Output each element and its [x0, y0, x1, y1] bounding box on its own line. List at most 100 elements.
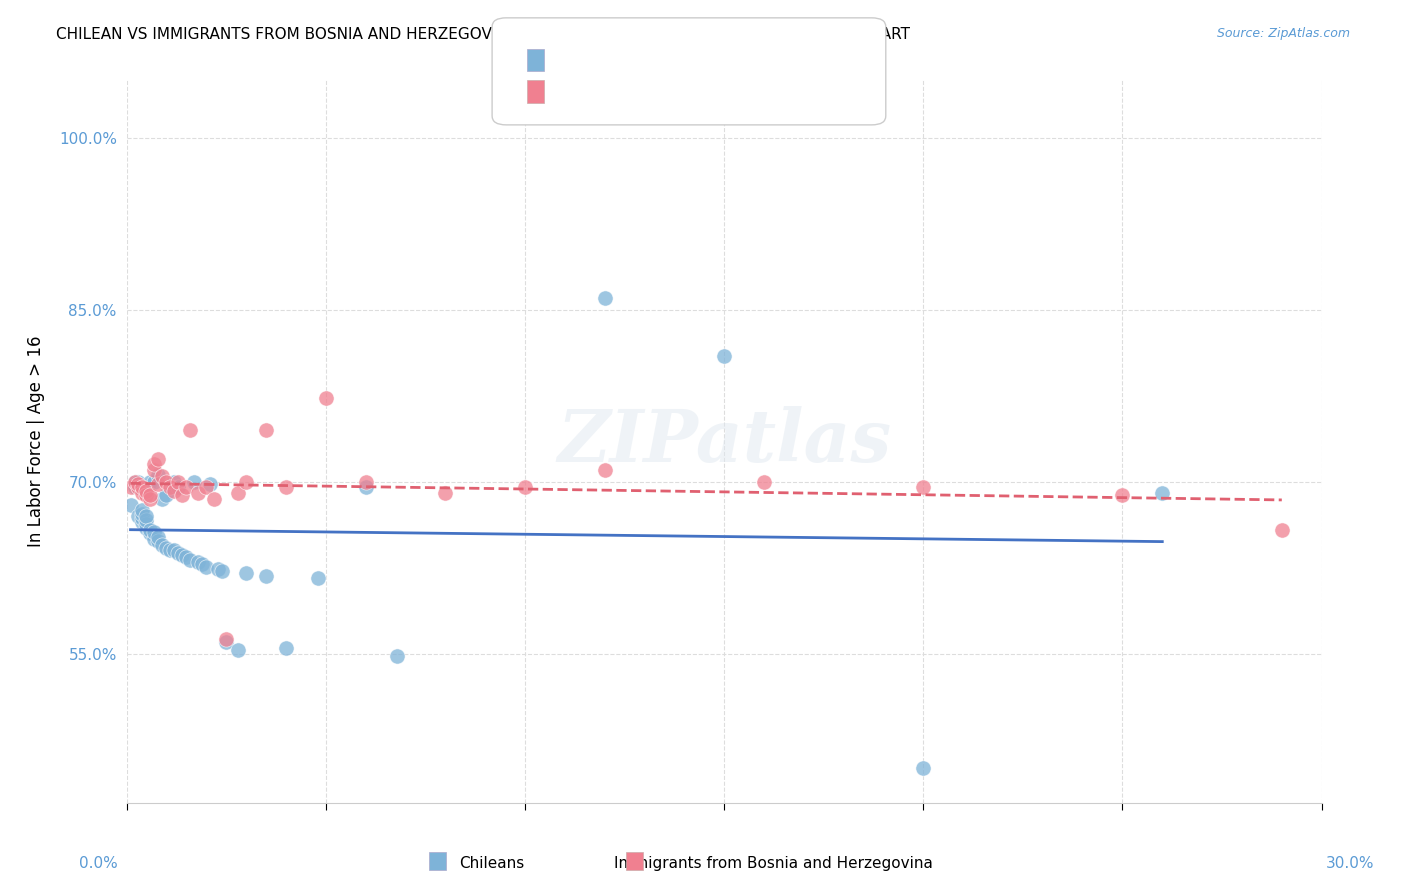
Point: [593, 291, 616, 305]
Point: [148, 530, 170, 544]
Text: ZIPatlas: ZIPatlas: [557, 406, 891, 477]
Point: [195, 480, 218, 494]
Point: [143, 463, 166, 477]
Point: [139, 526, 162, 541]
Point: [124, 475, 146, 489]
Point: [139, 475, 162, 489]
Point: [150, 538, 174, 552]
Point: [235, 475, 257, 489]
Point: [131, 486, 153, 500]
Point: [124, 480, 146, 494]
Point: [434, 486, 457, 500]
Point: [191, 558, 214, 572]
Text: R =  0.111   N =: R = 0.111 N =: [541, 49, 695, 67]
Point: [135, 488, 157, 502]
Point: [163, 543, 186, 558]
Point: [215, 632, 238, 646]
Point: [159, 543, 181, 558]
Point: [131, 511, 153, 525]
Point: [167, 546, 190, 560]
Point: [143, 458, 166, 472]
Point: [131, 480, 153, 494]
Point: [307, 571, 329, 585]
Y-axis label: In Labor Force | Age > 16: In Labor Force | Age > 16: [27, 335, 45, 548]
Point: [354, 480, 377, 494]
Point: [174, 550, 197, 565]
Point: [254, 423, 277, 437]
Point: [155, 475, 177, 489]
Point: [211, 564, 233, 578]
Point: [200, 477, 222, 491]
Point: [912, 761, 935, 775]
Point: [148, 477, 170, 491]
Point: [150, 491, 174, 506]
Point: [150, 469, 174, 483]
Point: [135, 517, 157, 532]
Point: [187, 486, 209, 500]
Point: [127, 475, 149, 489]
Point: [124, 475, 146, 489]
Point: [1271, 523, 1294, 537]
Point: [135, 512, 157, 526]
Point: [207, 562, 229, 576]
Point: [131, 515, 153, 529]
Point: [195, 559, 218, 574]
Point: [139, 488, 162, 502]
Text: 0.0%: 0.0%: [79, 856, 118, 871]
Text: 54: 54: [724, 49, 749, 67]
Point: [163, 475, 186, 489]
Point: [131, 507, 153, 521]
Point: [143, 532, 166, 546]
Point: [235, 566, 257, 581]
Text: Immigrants from Bosnia and Herzegovina: Immigrants from Bosnia and Herzegovina: [614, 856, 932, 871]
Point: [148, 467, 170, 482]
Text: CHILEAN VS IMMIGRANTS FROM BOSNIA AND HERZEGOVINA IN LABOR FORCE | AGE > 16 CORR: CHILEAN VS IMMIGRANTS FROM BOSNIA AND HE…: [56, 27, 910, 43]
Point: [148, 534, 170, 549]
Point: [131, 503, 153, 517]
Text: Source: ZipAtlas.com: Source: ZipAtlas.com: [1216, 27, 1350, 40]
Point: [174, 480, 197, 494]
Point: [148, 451, 170, 466]
Point: [167, 475, 190, 489]
Point: [179, 423, 201, 437]
Point: [127, 477, 149, 491]
Point: [354, 475, 377, 489]
Point: [254, 568, 277, 582]
Point: [155, 541, 177, 556]
Text: Chileans: Chileans: [460, 856, 524, 871]
Point: [183, 475, 205, 489]
Point: [155, 488, 177, 502]
Point: [139, 523, 162, 537]
Point: [187, 555, 209, 569]
Point: [215, 635, 238, 649]
Point: [163, 483, 186, 498]
Point: [127, 480, 149, 494]
Point: [120, 480, 142, 494]
Point: [226, 643, 249, 657]
Point: [139, 491, 162, 506]
Point: [315, 391, 337, 405]
Text: 30.0%: 30.0%: [1326, 856, 1374, 871]
Point: [1111, 488, 1133, 502]
Point: [226, 486, 249, 500]
Point: [135, 509, 157, 524]
Point: [135, 483, 157, 498]
Point: [513, 480, 536, 494]
Point: [752, 475, 775, 489]
Point: [127, 480, 149, 494]
Point: [143, 525, 166, 540]
Point: [274, 640, 297, 655]
Point: [127, 509, 149, 524]
Point: [202, 491, 225, 506]
Point: [713, 349, 735, 363]
Point: [179, 552, 201, 566]
Point: [159, 480, 181, 494]
Point: [593, 463, 616, 477]
Point: [120, 498, 142, 512]
Text: R =  0.149   N =: R = 0.149 N =: [541, 80, 695, 98]
Point: [143, 475, 166, 489]
Point: [1152, 486, 1174, 500]
Point: [172, 548, 194, 562]
Point: [167, 480, 190, 494]
Point: [135, 520, 157, 534]
